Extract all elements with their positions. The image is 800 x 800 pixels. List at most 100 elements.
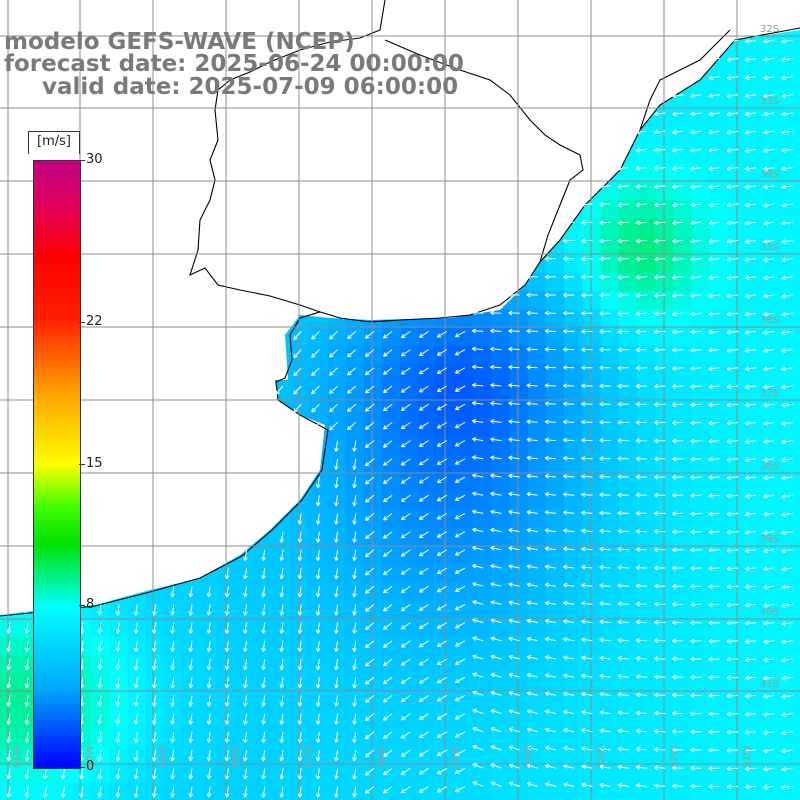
wind-arrow	[744, 639, 757, 644]
wind-cell	[709, 291, 729, 310]
wind-arrow	[781, 439, 793, 445]
wind-arrow	[490, 382, 502, 388]
wind-arrow	[311, 403, 320, 413]
wind-arrow	[672, 729, 684, 734]
wind-cell	[618, 455, 638, 474]
wind-arrow	[581, 601, 593, 606]
wind-arrow	[744, 730, 757, 735]
wind-arrow	[400, 640, 411, 648]
wind-cell	[600, 491, 620, 511]
wind-cell	[418, 436, 438, 456]
wind-arrow	[170, 586, 175, 598]
wind-arrow	[206, 604, 212, 616]
wind-arrow	[763, 39, 775, 44]
wind-arrow	[261, 695, 266, 707]
wind-cell	[691, 600, 711, 620]
wind-arrow	[261, 677, 266, 689]
wind-arrow	[472, 382, 484, 388]
wind-arrow	[526, 673, 538, 678]
wind-arrow	[471, 328, 484, 334]
wind-arrow	[708, 111, 720, 117]
wind-arrow	[472, 582, 484, 587]
wind-cell	[782, 273, 800, 292]
wind-arrow	[454, 694, 466, 702]
wind-arrow	[400, 694, 411, 703]
wind-arrow	[635, 746, 648, 752]
wind-arrow	[508, 527, 520, 533]
wind-arrow	[364, 658, 375, 667]
wind-arrow	[352, 677, 357, 689]
wind-cell	[655, 618, 674, 638]
wind-arrow	[24, 677, 30, 689]
wind-arrow	[690, 184, 702, 190]
wind-cell	[637, 200, 656, 219]
wind-cell	[691, 309, 711, 329]
wind-arrow	[726, 202, 739, 208]
land-area	[0, 0, 800, 615]
wind-arrow	[297, 567, 303, 580]
wind-cell	[709, 691, 729, 711]
wind-arrow	[279, 786, 285, 798]
wind-cell	[746, 418, 765, 438]
wind-arrow	[454, 567, 466, 574]
wind-arrow	[744, 693, 757, 699]
wind-arrow	[744, 329, 757, 335]
wind-arrow	[526, 727, 538, 733]
wind-arrow	[364, 767, 375, 776]
wind-arrow	[382, 531, 393, 539]
wind-arrow	[726, 493, 739, 499]
wind-arrow	[508, 383, 520, 388]
wind-arrow	[781, 257, 793, 263]
wind-cell	[709, 600, 729, 620]
wind-arrow	[352, 440, 357, 452]
wind-cell	[673, 400, 693, 420]
wind-arrow	[490, 437, 502, 442]
wind-arrow	[418, 403, 429, 411]
wind-cell	[364, 600, 383, 620]
wind-arrow	[334, 604, 339, 616]
wind-arrow	[581, 546, 593, 552]
wind-arrow	[490, 564, 502, 569]
wind-cell	[600, 291, 620, 310]
wind-cell	[527, 709, 547, 729]
wind-arrow	[526, 655, 538, 660]
wind-arrow	[436, 713, 448, 720]
wind-arrow	[490, 491, 502, 497]
wind-arrow	[436, 458, 448, 465]
wind-cell	[691, 473, 711, 492]
wind-arrow	[508, 727, 520, 733]
wind-cell	[509, 582, 529, 602]
wind-arrow	[781, 730, 793, 736]
valid-date: valid date: 2025-07-09 06:00:00	[42, 74, 459, 100]
wind-arrow	[315, 549, 321, 562]
wind-cell	[782, 382, 800, 401]
wind-arrow	[581, 728, 593, 733]
wind-cell	[782, 655, 800, 674]
wind-cell	[600, 673, 620, 693]
wind-arrow	[382, 622, 393, 630]
wind-arrow	[708, 293, 720, 299]
lon-label: 53W	[596, 745, 607, 768]
wind-cell	[764, 182, 784, 201]
wind-arrow	[297, 531, 303, 543]
wind-arrow	[726, 475, 739, 481]
wind-arrow	[170, 658, 175, 671]
wind-cell	[546, 709, 565, 729]
wind-arrow	[690, 693, 702, 698]
wind-arrow	[635, 329, 648, 335]
wind-arrow	[763, 421, 775, 426]
wind-cell	[473, 782, 492, 800]
wind-arrow	[672, 674, 684, 680]
wind-arrow	[635, 274, 648, 280]
wind-arrow	[279, 586, 285, 598]
wind-arrow	[544, 346, 557, 352]
wind-cell	[600, 709, 620, 729]
wind-cell	[582, 327, 602, 347]
wind-arrow	[334, 458, 339, 471]
wind-cell	[673, 491, 693, 511]
wind-cell	[637, 728, 656, 747]
wind-arrow	[490, 618, 502, 624]
wind-cell	[691, 345, 711, 365]
wind-arrow	[690, 256, 702, 262]
wind-arrow	[334, 495, 339, 507]
